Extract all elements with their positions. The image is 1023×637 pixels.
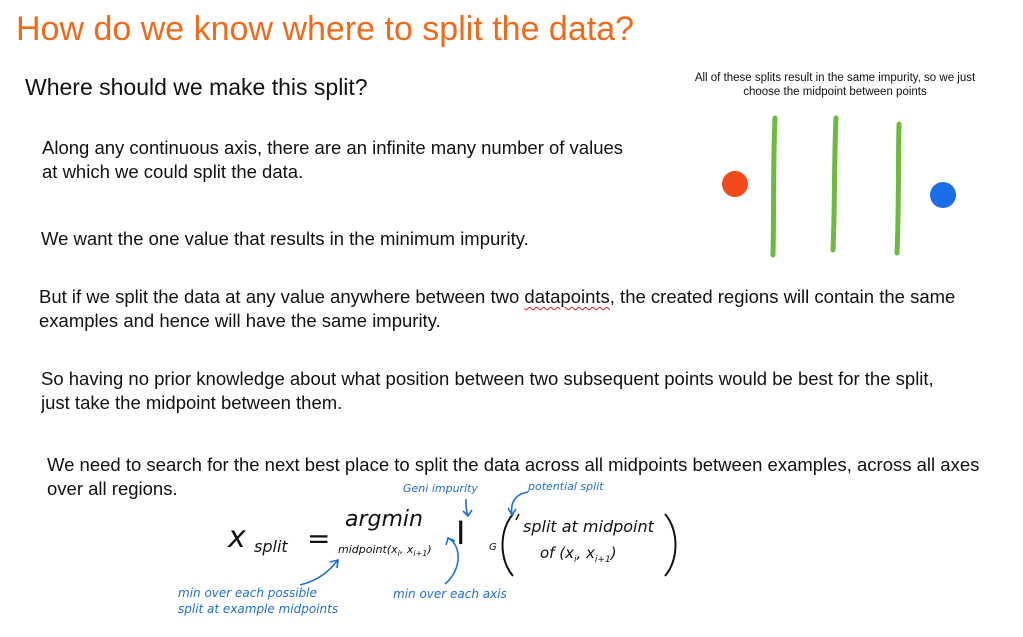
paragraph-4-line-1: So having no prior knowledge about what … — [41, 368, 934, 389]
blue-datapoint — [930, 182, 956, 208]
arrow-potential — [507, 491, 529, 517]
formula-impurity-symbol: I — [456, 514, 466, 552]
annotation-gini-impurity: Geni impurity — [403, 482, 478, 495]
paragraph-2: We want the one value that results in th… — [41, 228, 529, 249]
split-line-2 — [830, 115, 839, 253]
annotation-potential-split: potential split — [528, 480, 604, 493]
formula-lhs-subscript: split — [254, 537, 288, 556]
formula-equals: = — [307, 522, 331, 555]
slide-subtitle: Where should we make this split? — [25, 74, 368, 100]
annotation-min-axis: min over each axis — [393, 587, 507, 601]
paragraph-3: But if we split the data at any value an… — [39, 285, 1014, 333]
paragraph-4: So having no prior knowledge about what … — [41, 367, 1023, 415]
arrow-min-axis — [444, 536, 459, 585]
split-line-1 — [770, 115, 778, 258]
split-illustration — [722, 115, 956, 258]
split-line-3 — [894, 121, 902, 256]
formula-argument-line-1: split at midpoint — [523, 517, 654, 536]
formula-parentheses — [501, 513, 677, 577]
formula-lhs: x — [228, 520, 246, 555]
formula-impurity-subscript: G — [489, 542, 497, 553]
spellcheck-flagged-word: datapoints — [524, 286, 610, 307]
formula-argument-line-2: of (xi, xi+1) — [540, 544, 617, 565]
paragraph-3-start: But if we split the data at any value an… — [39, 286, 525, 307]
arrow-gini — [462, 498, 473, 518]
formula-operator-subscript: midpoint(xi, xi+1) — [338, 543, 432, 559]
annotation-min-possible: min over each possible split at example … — [178, 586, 339, 616]
paragraph-3-end: , the created regions will contain the s… — [39, 286, 956, 331]
slide-title: How do we know where to split the data? — [16, 10, 635, 48]
split-note: All of these splits result in the same i… — [694, 72, 976, 98]
arrow-min-possible — [299, 558, 339, 586]
red-datapoint — [722, 171, 748, 197]
formula-operator: argmin — [345, 507, 423, 532]
paragraph-1: Along any continuous axis, there are an … — [42, 137, 624, 182]
paragraph-5: We need to search for the next best plac… — [47, 454, 980, 499]
paragraph-4-line-2: just take the midpoint between them. — [41, 392, 343, 413]
